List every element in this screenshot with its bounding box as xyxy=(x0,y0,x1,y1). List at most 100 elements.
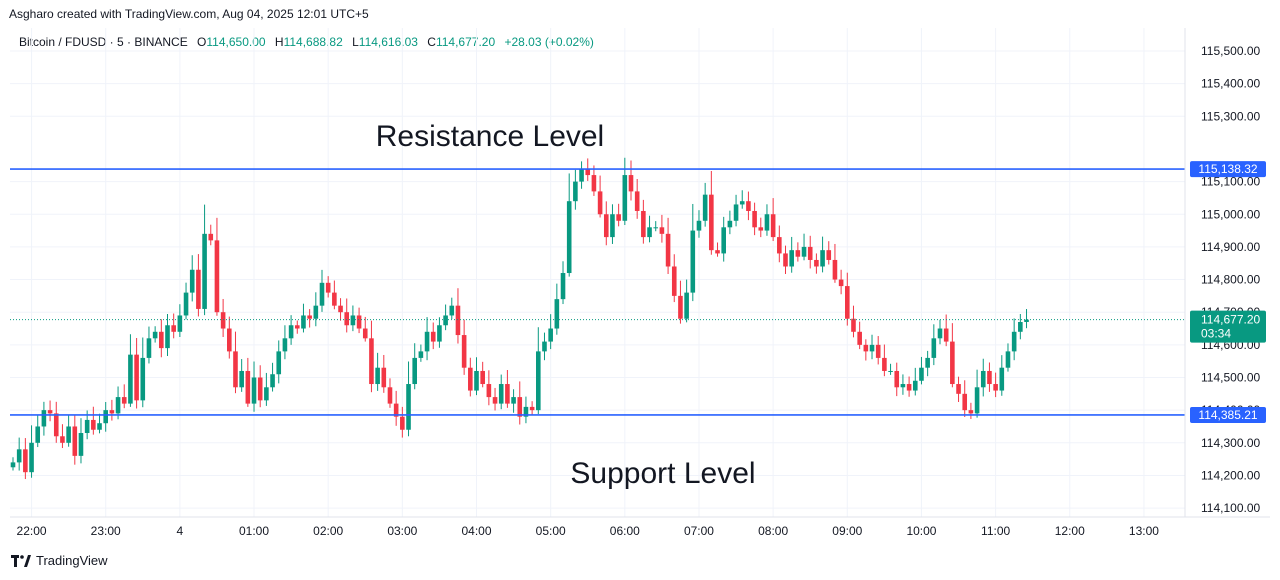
resistance-annotation: Resistance Level xyxy=(376,120,604,153)
candle-body xyxy=(665,233,671,267)
candle-body xyxy=(919,367,924,381)
level-price-tag-text: 114,385.21 xyxy=(1198,408,1257,422)
candle-body xyxy=(443,315,448,326)
candle-body xyxy=(678,295,683,319)
candle-body xyxy=(795,250,801,257)
candle-body xyxy=(202,233,207,309)
time-tick-label: 10:00 xyxy=(906,524,936,538)
candle-body xyxy=(511,397,516,404)
price-tick-label: 114,100.00 xyxy=(1201,501,1260,515)
candle-body xyxy=(863,344,869,352)
candle-body xyxy=(906,384,912,391)
candle-body xyxy=(573,181,578,202)
candle-body xyxy=(264,387,269,401)
candle-body xyxy=(603,214,609,238)
candle-body xyxy=(16,449,22,463)
price-levels[interactable]: Resistance Level Support Level xyxy=(10,120,1185,490)
candle-body xyxy=(671,266,677,296)
candle-body xyxy=(78,433,84,456)
candle-body xyxy=(387,387,393,404)
candle-body xyxy=(727,220,733,228)
time-tick-label: 12:00 xyxy=(1055,524,1085,538)
candle-body xyxy=(999,367,1005,391)
candle-body xyxy=(715,250,720,254)
level-price-tag xyxy=(1190,161,1266,178)
candle-body xyxy=(406,384,411,430)
candle-body xyxy=(517,397,523,417)
candle-body xyxy=(307,315,312,319)
candle-body xyxy=(245,370,251,404)
candle-body xyxy=(647,227,652,238)
candle-body xyxy=(690,230,696,293)
candle-body xyxy=(777,237,782,254)
time-tick-label: 07:00 xyxy=(684,524,714,538)
candle-body xyxy=(653,227,659,229)
candle-body xyxy=(838,279,844,287)
candle-body xyxy=(1024,319,1029,322)
candle-body xyxy=(974,387,980,414)
time-axis[interactable]: 22:00 23:00 4 01:00 02:00 03:00 04:00 05:00 06:0… xyxy=(10,516,1270,538)
candle-body xyxy=(752,210,757,228)
candle-body xyxy=(937,328,943,339)
candle-body xyxy=(1011,331,1017,352)
candle-body xyxy=(820,250,825,267)
symbol-name[interactable]: Bitcoin / FDUSD · 5 · BINANCE xyxy=(19,35,188,49)
candle-body xyxy=(319,282,325,306)
candle-body xyxy=(900,384,906,388)
time-tick-label: 09:00 xyxy=(832,524,862,538)
candle-body xyxy=(610,214,615,238)
brand-name: TradingView xyxy=(36,553,108,568)
price-axis[interactable]: 115,500.00 115,400.00 115,300.00 115,100.00… xyxy=(1184,28,1260,517)
candle-body xyxy=(560,273,566,300)
candle-body xyxy=(301,315,306,329)
candle-body xyxy=(622,175,628,221)
candle-body xyxy=(313,305,319,319)
low-value: 114,616.03 xyxy=(358,35,418,49)
candle-body xyxy=(758,227,764,231)
candle-body xyxy=(851,318,856,332)
candle-body xyxy=(288,325,294,339)
candle-body xyxy=(468,367,473,391)
candle-body xyxy=(338,305,343,313)
close-value: 114,677.20 xyxy=(435,35,496,49)
candle-body xyxy=(257,377,263,401)
candle-body xyxy=(746,201,751,211)
time-tick-label: 23:00 xyxy=(91,524,121,538)
candle-body xyxy=(987,370,992,385)
candle-body xyxy=(400,416,405,430)
last-price-tag-text: 114,677.20 xyxy=(1201,313,1260,327)
candle-body xyxy=(60,436,65,443)
candle-body xyxy=(721,227,726,254)
candle-body xyxy=(845,286,850,319)
candle-body xyxy=(183,292,189,316)
time-tick-label: 11:00 xyxy=(981,524,1010,538)
candle-body xyxy=(807,246,813,260)
candle-body xyxy=(684,292,689,319)
candle-body xyxy=(492,397,498,404)
candle-body xyxy=(294,325,300,329)
candle-body xyxy=(214,240,220,313)
candle-body xyxy=(152,331,158,339)
candle-body xyxy=(66,426,71,443)
candle-body xyxy=(628,175,634,192)
candle-body xyxy=(696,220,702,231)
candle-body xyxy=(956,384,961,394)
level-price-tag xyxy=(1190,406,1266,423)
candle-body xyxy=(251,377,257,404)
candle-body xyxy=(585,168,591,176)
support-annotation: Support Level xyxy=(570,457,755,490)
open-label: O xyxy=(197,35,207,49)
candle-body xyxy=(356,315,362,329)
candle-body xyxy=(375,367,380,385)
price-tick-label: 115,500.00 xyxy=(1201,44,1260,58)
candle-body xyxy=(1005,351,1011,368)
candle-body xyxy=(344,312,350,326)
candle-body xyxy=(634,191,640,211)
candle-body xyxy=(332,292,337,306)
candle-body xyxy=(325,282,331,293)
footer-brand[interactable]: TradingView xyxy=(11,553,108,568)
candle-body xyxy=(430,331,436,342)
candle-body xyxy=(832,259,838,280)
